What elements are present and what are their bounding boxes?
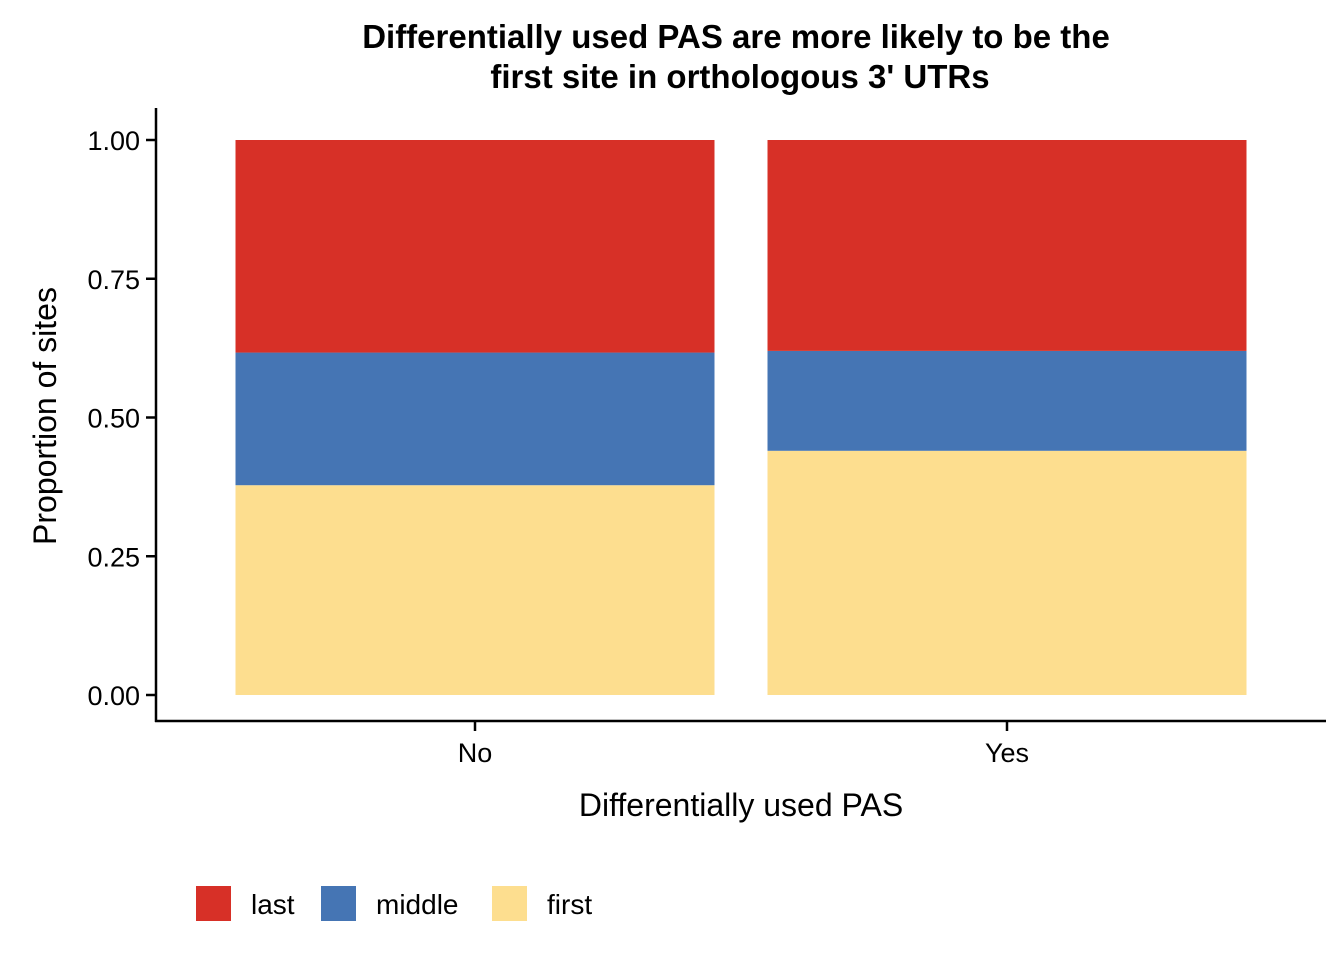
bar-no-last [235,140,715,353]
x-tick-label: Yes [985,738,1029,768]
legend-label-first: first [547,889,592,920]
legend-label-middle: middle [376,889,458,920]
bar-no-middle [235,352,715,486]
bars-group [235,140,1247,695]
y-tick-label: 0.00 [87,681,140,711]
x-tick-label: No [458,738,493,768]
y-tick-label: 1.00 [87,126,140,156]
bar-yes-last [767,140,1247,351]
y-axis-ticks: 0.00 0.25 0.50 0.75 1.00 [87,126,156,711]
legend: last middle first [196,886,592,921]
bar-yes-first [767,450,1247,695]
y-tick-label: 0.50 [87,404,140,434]
bar-no-first [235,485,715,695]
x-axis-ticks: No Yes [458,721,1029,768]
legend-key-middle [321,886,356,921]
chart-title-line-2: first site in orthologous 3' UTRs [490,58,989,95]
y-tick-label: 0.25 [87,542,140,572]
y-axis-title: Proportion of sites [27,287,63,545]
legend-label-last: last [251,889,295,920]
bar-yes-middle [767,350,1247,451]
chart-title-line-1: Differentially used PAS are more likely … [362,18,1110,55]
x-axis-title: Differentially used PAS [579,787,903,823]
legend-key-last [196,886,231,921]
y-tick-label: 0.75 [87,265,140,295]
legend-key-first [492,886,527,921]
